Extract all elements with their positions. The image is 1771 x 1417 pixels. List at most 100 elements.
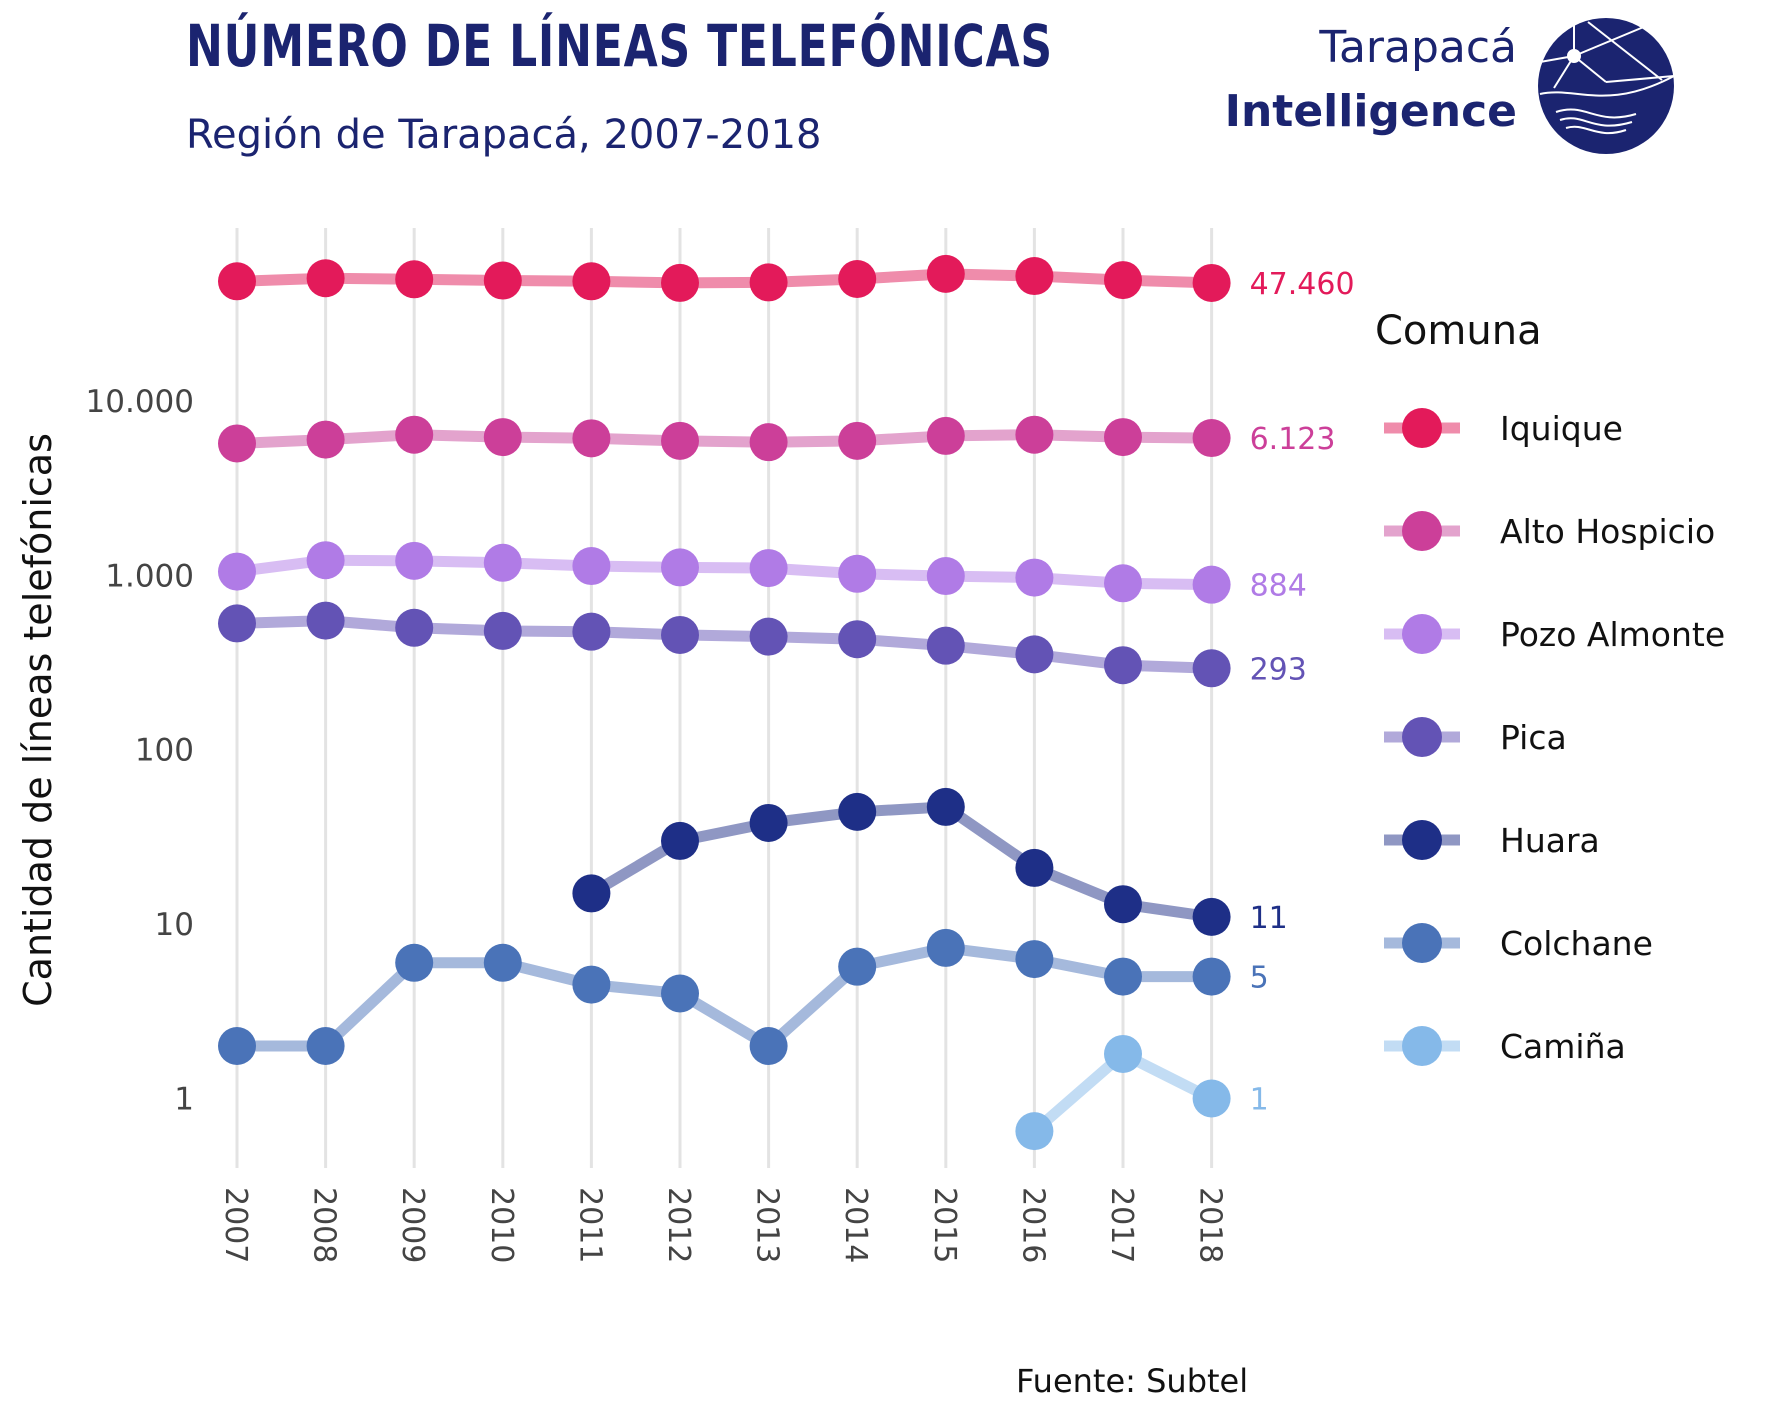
data-point	[926, 626, 965, 665]
data-point	[1104, 564, 1142, 603]
legend-label: Huara	[1500, 821, 1600, 860]
legend-label: Pozo Almonte	[1500, 615, 1725, 654]
data-point	[661, 421, 699, 460]
end-label: 5	[1250, 961, 1269, 996]
legend-dot	[1402, 820, 1442, 860]
legend-label: Colchane	[1500, 924, 1653, 963]
series-iquique	[218, 254, 1231, 302]
end-label: 11	[1250, 901, 1288, 936]
data-point	[1015, 940, 1054, 979]
data-point	[483, 943, 522, 982]
logo-globe-icon	[1538, 18, 1675, 154]
source-note: Fuente: Subtel	[1016, 1362, 1249, 1400]
end-labels: 47.460 6.123 884 293 11 5 1	[1250, 267, 1355, 1118]
data-point	[1104, 418, 1142, 457]
data-point	[1015, 1112, 1054, 1151]
y-tick-label: 10	[155, 907, 194, 943]
series-camiña	[1015, 1034, 1231, 1151]
legend-item: Camiña	[1384, 1026, 1626, 1066]
x-tick-label: 2016	[1015, 1187, 1050, 1263]
x-tick-label: 2008	[307, 1187, 342, 1263]
legend-label: Pica	[1500, 718, 1567, 757]
series-line	[231, 554, 1218, 591]
data-point	[926, 928, 965, 967]
y-tick-label: 1.000	[105, 558, 194, 594]
end-label: 884	[1250, 569, 1307, 604]
data-point	[572, 965, 611, 1004]
data-point	[218, 604, 256, 643]
x-tick-label: 2012	[661, 1187, 696, 1263]
data-point	[483, 261, 522, 300]
data-point	[572, 262, 611, 301]
data-point	[1015, 415, 1054, 454]
data-point	[1104, 957, 1142, 996]
legend-item: Iquique	[1384, 408, 1623, 448]
data-point	[661, 263, 699, 302]
series-pozo-almonte	[218, 541, 1231, 604]
end-label: 293	[1250, 652, 1307, 687]
x-tick-label: 2007	[218, 1187, 253, 1263]
legend-dot	[1402, 1026, 1442, 1066]
data-point	[926, 254, 965, 293]
series-line	[231, 429, 1218, 449]
end-label: 6.123	[1250, 422, 1336, 457]
end-label: 1	[1250, 1083, 1269, 1118]
data-point	[1192, 419, 1231, 458]
data-point	[1015, 848, 1054, 887]
chart-title: NÚMERO DE LÍNEAS TELEFÓNICAS	[186, 12, 1053, 80]
data-point	[218, 262, 256, 301]
data-point	[1192, 1079, 1231, 1118]
data-point	[395, 541, 434, 580]
data-point	[1015, 635, 1054, 674]
data-point	[218, 424, 256, 463]
x-tick-label: 2015	[927, 1187, 962, 1263]
data-point	[1104, 1034, 1142, 1073]
data-point	[1192, 263, 1231, 302]
legend-dot	[1402, 408, 1442, 448]
legend-title: Comuna	[1375, 308, 1542, 354]
legend-dot	[1402, 923, 1442, 963]
data-point	[749, 803, 788, 842]
x-tick-label: 2013	[750, 1187, 785, 1263]
series-alto-hospicio	[218, 415, 1231, 463]
data-point	[483, 418, 522, 457]
data-point	[1192, 565, 1231, 604]
y-tick-label: 1	[174, 1082, 194, 1118]
data-point	[926, 416, 965, 455]
data-point	[395, 260, 434, 299]
legend-item: Huara	[1384, 820, 1600, 860]
data-point	[749, 423, 788, 462]
data-point	[749, 549, 788, 588]
x-tick-label: 2018	[1193, 1187, 1228, 1263]
data-point	[838, 259, 877, 298]
data-point	[306, 541, 345, 580]
series-pica	[218, 601, 1231, 688]
series-line	[231, 615, 1218, 674]
data-point	[749, 617, 788, 656]
data-point	[1192, 649, 1231, 688]
data-point	[661, 974, 699, 1013]
legend-label: Iquique	[1500, 409, 1623, 448]
legend-label: Camiña	[1500, 1027, 1626, 1066]
y-axis-ticks: 1 10 100 1.000 10.000	[86, 384, 194, 1118]
series-line	[231, 268, 1218, 289]
logo-text-tarapaca: Tarapacá	[1319, 22, 1517, 73]
x-tick-label: 2014	[838, 1187, 873, 1263]
data-point	[572, 547, 611, 586]
y-axis-label: Cantidad de líneas telefónicas	[16, 433, 60, 1007]
data-point	[1104, 261, 1142, 300]
data-point	[661, 821, 699, 860]
data-point	[218, 1027, 256, 1066]
y-tick-label: 100	[135, 733, 194, 769]
series-huara	[572, 787, 1231, 936]
legend-label: Alto Hospicio	[1500, 512, 1715, 551]
data-point	[749, 263, 788, 302]
x-tick-label: 2010	[484, 1187, 519, 1263]
data-point	[661, 548, 699, 587]
end-label: 47.460	[1250, 267, 1355, 302]
data-point	[306, 1027, 345, 1066]
legend-item: Pica	[1384, 717, 1567, 757]
legend: Comuna Iquique Alto Hospicio Pozo Almonte P…	[1375, 308, 1725, 1066]
data-point	[1192, 897, 1231, 936]
